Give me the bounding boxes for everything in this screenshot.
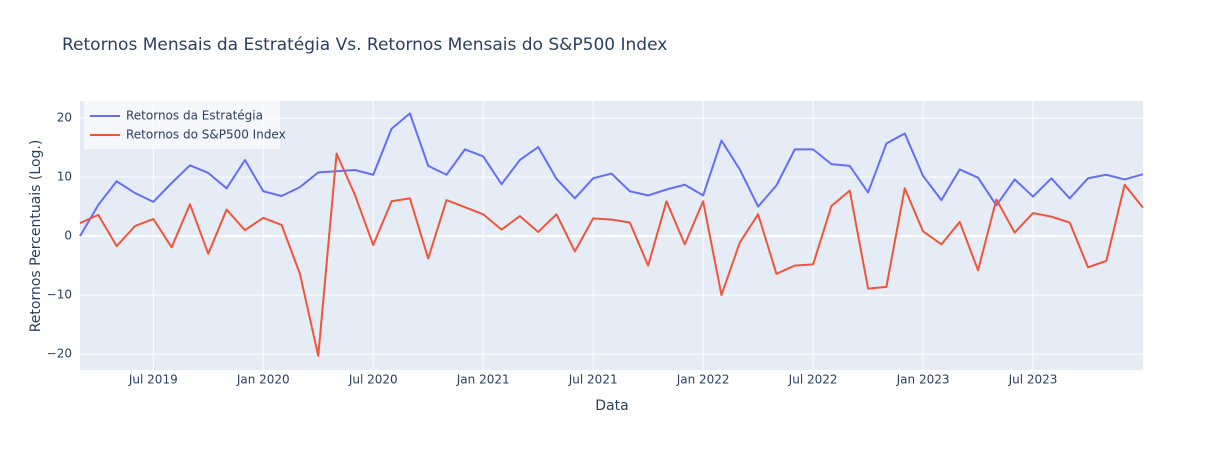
x-tick-label: Jan 2023 [896,373,950,387]
legend: Retornos da Estratégia Retornos do S&P500… [84,101,286,149]
y-tick-label: 20 [57,111,72,125]
x-tick-label: Jan 2021 [456,373,510,387]
x-tick-label: Jan 2022 [676,373,730,387]
series-line [79,112,1144,237]
y-tick-label: −20 [47,347,72,361]
series-line [79,152,1144,357]
x-tick-label: Jul 2023 [1008,373,1058,387]
x-tick-label: Jul 2020 [348,373,398,387]
y-axis-title: Retornos Percentuais (Log.) [28,140,44,333]
legend-box [84,101,280,149]
x-axis-title: Data [595,398,628,414]
y-tick-label: 10 [57,170,72,184]
x-tick-label: Jul 2019 [128,373,178,387]
legend-label: Retornos da Estratégia [126,109,263,123]
legend-label: Retornos do S&P500 Index [126,128,286,142]
grid [80,101,1143,370]
x-tick-label: Jul 2022 [788,373,838,387]
y-tick-label: 0 [64,229,72,243]
y-tick-label: −10 [47,288,72,302]
chart-title: Retornos Mensais da Estratégia Vs. Retor… [62,35,667,55]
x-tick-label: Jan 2020 [236,373,290,387]
x-tick-label: Jul 2021 [568,373,618,387]
lines [79,112,1144,357]
